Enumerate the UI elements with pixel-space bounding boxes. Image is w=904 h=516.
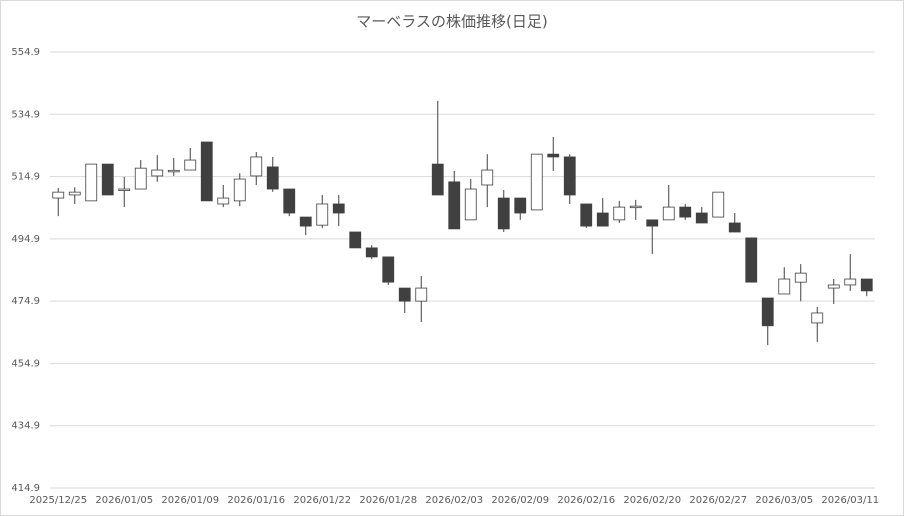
x-tick-label: 2025/12/25 [29, 495, 87, 506]
candle-body [118, 188, 131, 191]
candle-body [217, 197, 230, 205]
candle-body [299, 216, 312, 227]
candle-body [662, 206, 675, 221]
candle-body [283, 188, 296, 214]
candle-body [382, 256, 395, 283]
candle-body [151, 169, 164, 177]
candle-body [745, 237, 758, 283]
candle-body [266, 166, 279, 190]
x-tick-label: 2026/03/05 [755, 495, 813, 506]
y-tick-label: 434.9 [11, 421, 40, 432]
x-tick-label: 2026/01/28 [359, 495, 417, 506]
y-tick-label: 554.9 [11, 47, 40, 58]
candle-body [629, 205, 642, 209]
candle-body [613, 206, 626, 221]
candle-body [134, 167, 147, 190]
candle-body [316, 203, 329, 226]
x-tick-label: 2026/02/03 [425, 495, 483, 506]
candle-body [563, 156, 576, 196]
x-tick-label: 2026/03/11 [821, 495, 879, 506]
candle-body [514, 197, 527, 214]
candle-body [250, 156, 263, 177]
candle-body [52, 191, 65, 199]
candle-body [778, 278, 791, 295]
candle-body [580, 203, 593, 227]
candle-body [695, 212, 708, 224]
x-tick-label: 2026/02/27 [689, 495, 747, 506]
candle-body [728, 222, 741, 233]
candle-body [431, 163, 444, 196]
candle-body [596, 212, 609, 227]
candle-body [860, 278, 873, 292]
candle-body [530, 153, 543, 211]
candle-body [200, 141, 213, 202]
candle-body [101, 163, 114, 196]
candle-body [332, 203, 345, 214]
candle-body [448, 181, 461, 230]
x-tick-label: 2026/01/22 [293, 495, 351, 506]
candle-body [794, 272, 807, 283]
candle-body [646, 219, 659, 227]
candle-body [679, 206, 692, 218]
candle-body [398, 287, 411, 302]
candle-body [844, 278, 857, 286]
candle-body [497, 197, 510, 230]
candle-body [415, 287, 428, 302]
y-tick-label: 494.9 [11, 234, 40, 245]
x-tick-label: 2026/02/16 [557, 495, 615, 506]
candle-body [365, 247, 378, 258]
x-tick-label: 2026/02/20 [623, 495, 681, 506]
candle-body [712, 191, 725, 218]
candle-body [68, 191, 81, 196]
y-tick-label: 474.9 [11, 296, 40, 307]
candle-body [481, 169, 494, 186]
candle-body [184, 159, 197, 171]
candle-body [349, 231, 362, 249]
candle-body [827, 284, 840, 289]
candle-body [167, 169, 180, 173]
y-tick-label: 454.9 [11, 358, 40, 369]
candle-body [811, 312, 824, 324]
x-tick-label: 2026/01/16 [227, 495, 285, 506]
candle-body [547, 153, 560, 158]
x-tick-label: 2026/01/05 [95, 495, 153, 506]
y-tick-label: 414.9 [11, 483, 40, 494]
candle-body [464, 188, 477, 221]
candle-body [761, 297, 774, 327]
x-tick-label: 2026/02/09 [491, 495, 549, 506]
candle-body [85, 163, 98, 202]
chart-title: マーベラスの株価推移(日足) [356, 13, 547, 31]
y-tick-label: 514.9 [11, 172, 40, 183]
x-tick-label: 2026/01/09 [161, 495, 219, 506]
candle-body [233, 178, 246, 202]
y-tick-label: 534.9 [11, 109, 40, 120]
